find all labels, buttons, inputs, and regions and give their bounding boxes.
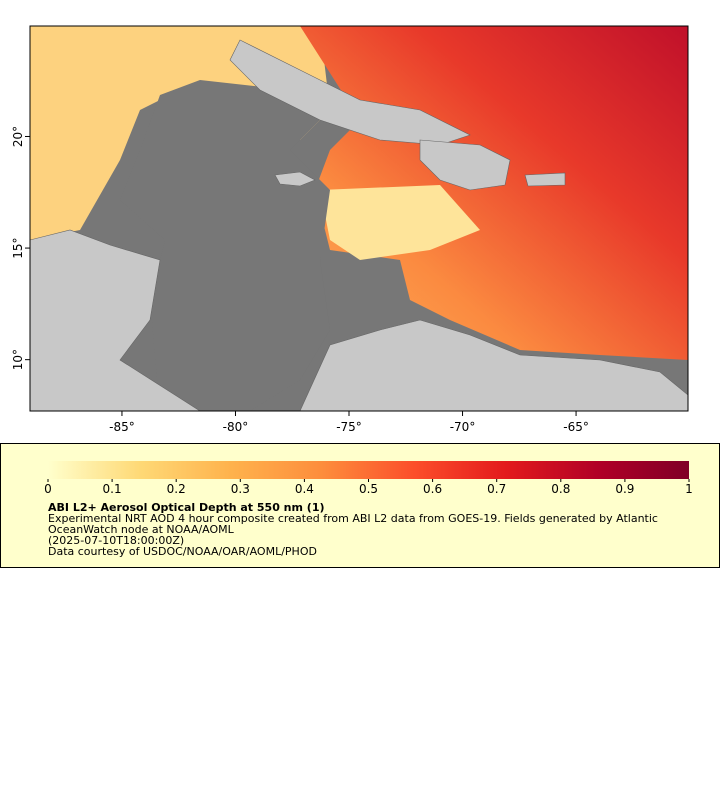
hispaniola bbox=[419, 139, 511, 191]
map-frame bbox=[29, 25, 689, 412]
legend-description: Experimental NRT AOD 4 hour composite cr… bbox=[48, 512, 658, 536]
legend-credit: Data courtesy of USDOC/NOAA/OAR/AOML/PHO… bbox=[48, 545, 317, 558]
aerosol-central bbox=[320, 185, 480, 260]
colorbar-tick-label: 0.3 bbox=[231, 482, 250, 494]
y-tick-label: 10° bbox=[11, 349, 25, 370]
colorbar-tick-label: 0.9 bbox=[615, 482, 634, 494]
colorbar-tick-label: 0.6 bbox=[423, 482, 442, 494]
colorbar-tick-label: 0.4 bbox=[295, 482, 314, 494]
puerto-rico bbox=[524, 172, 566, 187]
colorbar-scale bbox=[48, 461, 689, 479]
south-america bbox=[299, 319, 688, 411]
map-figure: -85° -80° -75° -70° -65° 10° 15° 20° bbox=[11, 25, 689, 434]
legend-title: ABI L2+ Aerosol Optical Depth at 550 nm … bbox=[48, 501, 325, 514]
colorbar-tick-label: 0 bbox=[44, 482, 52, 494]
colorbar-tick-label: 0.1 bbox=[103, 482, 122, 494]
map-layer bbox=[30, 26, 688, 411]
jamaica bbox=[274, 171, 316, 187]
legend-time: (2025-07-10T18:00:00Z) bbox=[48, 534, 185, 547]
x-tick-label: -85° bbox=[109, 420, 135, 434]
caribbean-gap bbox=[120, 80, 330, 411]
central-america bbox=[30, 229, 201, 411]
colorbar-tick-label: 1 bbox=[685, 482, 693, 494]
y-tick-label: 15° bbox=[11, 237, 25, 258]
colorbar-tick-label: 0.2 bbox=[167, 482, 186, 494]
y-tick-label: 20° bbox=[11, 126, 25, 147]
colorbar-tick-label: 0.8 bbox=[551, 482, 570, 494]
colorbar-tick-label: 0.7 bbox=[487, 482, 506, 494]
x-tick-label: -75° bbox=[336, 420, 362, 434]
x-tick-label: -70° bbox=[450, 420, 476, 434]
colorbar: 0 0.1 0.2 0.3 0.4 0.5 0.6 0.7 0.8 0.9 1 bbox=[44, 461, 693, 494]
colorbar-tick-label: 0.5 bbox=[359, 482, 378, 494]
x-tick-label: -65° bbox=[563, 420, 589, 434]
legend: 0 0.1 0.2 0.3 0.4 0.5 0.6 0.7 0.8 0.9 1 bbox=[0, 443, 720, 568]
x-tick-label: -80° bbox=[223, 420, 249, 434]
